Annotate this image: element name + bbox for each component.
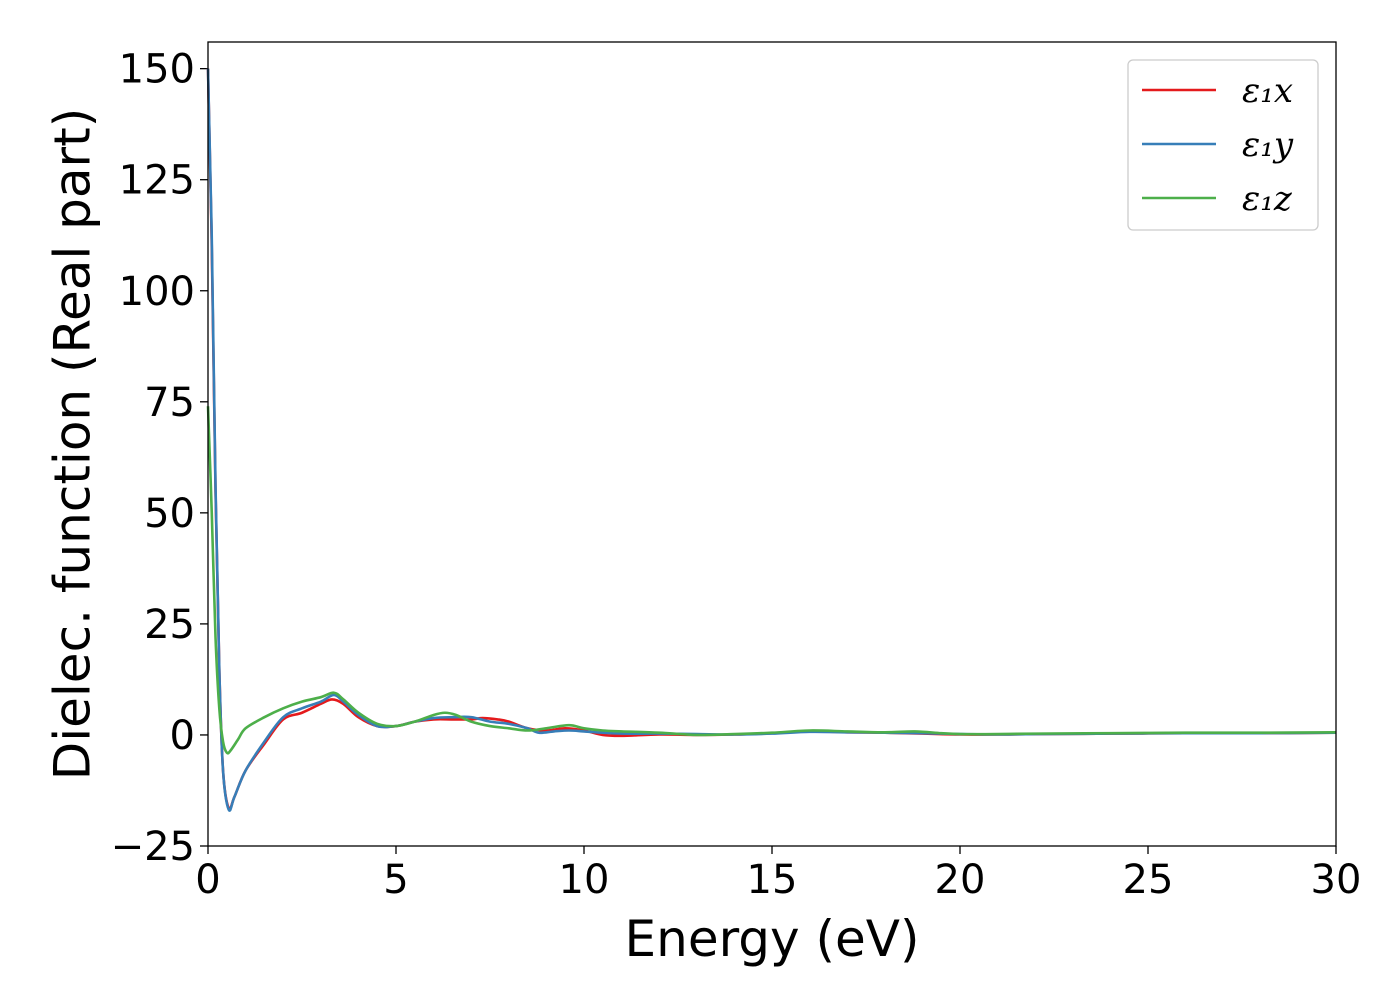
x-axis-label: Energy (eV) (625, 910, 920, 968)
legend-box (1127, 59, 1319, 231)
x-tick-label: 20 (935, 857, 986, 903)
legend-label-2: ε₁y (1242, 125, 1294, 165)
legend: ε₁x ε₁y ε₁z (1127, 59, 1319, 231)
plot-area-frame (207, 41, 1337, 847)
series-line-2 (206, 68, 1337, 812)
y-tick-label: 75 (144, 380, 195, 426)
legend-label-1: ε₁x (1242, 71, 1293, 111)
x-tick-label: 15 (747, 857, 798, 903)
y-tick-label: −25 (111, 824, 195, 870)
y-tick-label: 150 (119, 47, 195, 93)
x-axis-ticks: 0 5 10 15 20 25 30 (195, 846, 1361, 903)
y-axis-ticks: −25 0 25 50 75 100 125 150 (111, 47, 208, 870)
series-line-3 (206, 406, 1337, 755)
y-tick-label: 125 (119, 158, 195, 204)
x-tick-label: 0 (195, 857, 220, 903)
legend-label-3: ε₁z (1242, 179, 1293, 219)
x-tick-label: 5 (383, 857, 408, 903)
series-lines (206, 68, 1337, 812)
x-tick-label: 10 (559, 857, 610, 903)
x-tick-label: 30 (1311, 857, 1362, 903)
y-tick-label: 100 (119, 269, 195, 315)
x-tick-label: 25 (1123, 857, 1174, 903)
y-tick-label: 25 (144, 602, 195, 648)
y-tick-label: 0 (170, 713, 195, 759)
y-tick-label: 50 (144, 491, 195, 537)
y-axis-label: Dielec. function (Real part) (44, 108, 102, 780)
